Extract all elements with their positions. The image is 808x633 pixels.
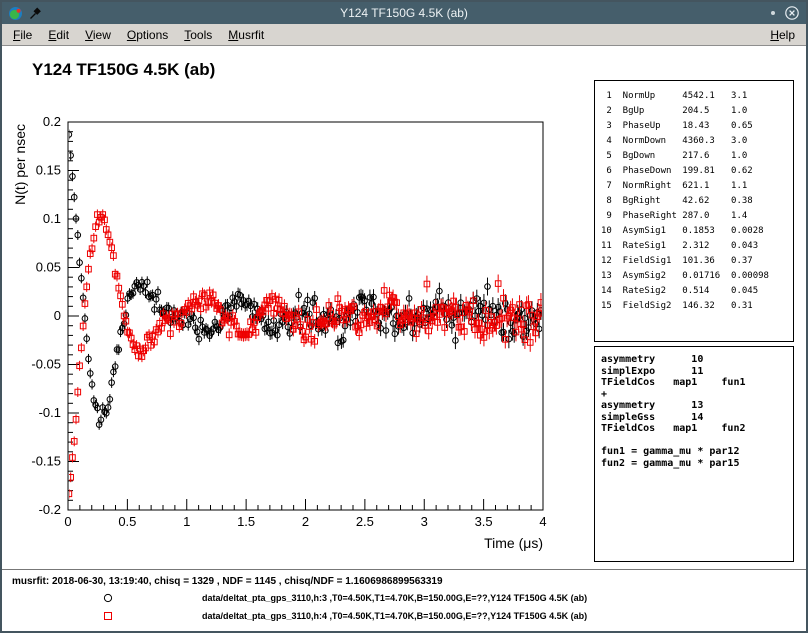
parameter-table: 1 NormUp 4542.1 3.1 2 BgUp 204.5 1.0 3 P…	[601, 91, 769, 311]
svg-text:2: 2	[302, 514, 309, 529]
axis-ticks	[67, 121, 544, 511]
plot-region: Y124 TF150G 4.5K (ab) 0 0.5 1 1.5 2 2.5 3 3.5 4 0…	[2, 46, 594, 569]
svg-text:0.2: 0.2	[43, 114, 61, 129]
titlebar-buttons	[769, 5, 800, 21]
side-panel: 1 NormUp 4542.1 3.1 2 BgUp 204.5 1.0 3 P…	[594, 46, 806, 569]
svg-text:-0.05: -0.05	[31, 357, 61, 372]
legend-row-2: data/deltat_pta_gps_3110,h:4 ,T0=4.50K,T…	[2, 607, 806, 625]
titlebar[interactable]: Y124 TF150G 4.5K (ab)	[2, 2, 806, 24]
dot-icon[interactable]	[769, 9, 777, 17]
y-axis-title: N(t) per nsec	[12, 124, 28, 205]
menu-item-musrfit[interactable]: Musrfit	[228, 27, 265, 42]
svg-text:3.5: 3.5	[475, 514, 493, 529]
menu-item-view[interactable]: View	[85, 27, 111, 42]
footer: musrfit: 2018-06-30, 13:19:40, chisq = 1…	[2, 569, 806, 631]
main-content: Y124 TF150G 4.5K (ab) 0 0.5 1 1.5 2 2.5 3 3.5 4 0…	[2, 46, 806, 569]
data-series-2-open-square	[69, 209, 542, 499]
open-circle-icon	[103, 593, 113, 603]
plot-title: Y124 TF150G 4.5K (ab)	[32, 60, 216, 79]
theory-box: asymmetry 10 simplExpo 11 TFieldCos map1…	[594, 346, 794, 562]
svg-text:1: 1	[183, 514, 190, 529]
legend-row-1: data/deltat_pta_gps_3110,h:3 ,T0=4.50K,T…	[2, 589, 806, 607]
svg-text:4: 4	[539, 514, 546, 529]
menu-item-help[interactable]: Help	[770, 27, 795, 42]
svg-text:0: 0	[54, 308, 61, 323]
open-square-icon	[104, 612, 112, 620]
svg-text:0.1: 0.1	[43, 211, 61, 226]
svg-text:1.5: 1.5	[237, 514, 255, 529]
svg-text:0.15: 0.15	[36, 163, 61, 178]
status-line: musrfit: 2018-06-30, 13:19:40, chisq = 1…	[12, 576, 443, 587]
run-legend: data/deltat_pta_gps_3110,h:3 ,T0=4.50K,T…	[2, 589, 806, 625]
theory-block: asymmetry 10 simplExpo 11 TFieldCos map1…	[601, 354, 746, 469]
x-axis-title: Time (μs)	[484, 535, 543, 551]
parameter-box: 1 NormUp 4542.1 3.1 2 BgUp 204.5 1.0 3 P…	[594, 80, 794, 342]
legend-run-text: data/deltat_pta_gps_3110,h:4 ,T0=4.50K,T…	[202, 611, 588, 621]
svg-text:2.5: 2.5	[356, 514, 374, 529]
legend-run-text: data/deltat_pta_gps_3110,h:3 ,T0=4.50K,T…	[202, 593, 588, 603]
data-series-1-open-circle	[69, 129, 542, 430]
close-icon[interactable]	[784, 5, 800, 21]
window-title: Y124 TF150G 4.5K (ab)	[340, 6, 468, 20]
axis-tick-labels: 0 0.5 1 1.5 2 2.5 3 3.5 4 0.2 0.15 0.1 0.05 0 -0.05 -0.…	[31, 114, 546, 529]
svg-text:-0.15: -0.15	[31, 454, 61, 469]
svg-text:0.05: 0.05	[36, 260, 61, 275]
svg-text:0.5: 0.5	[118, 514, 136, 529]
menu-item-file[interactable]: File	[13, 27, 33, 42]
menu-item-edit[interactable]: Edit	[48, 27, 70, 42]
svg-text:3: 3	[421, 514, 428, 529]
musrfit-app-icon	[8, 6, 23, 21]
menubar: File Edit View Options Tools Musrfit Help	[2, 24, 806, 46]
plot-canvas[interactable]: 0 0.5 1 1.5 2 2.5 3 3.5 4 0.2 0.15 0.1 0.05 0 -0.05 -0.…	[8, 84, 573, 554]
svg-text:-0.2: -0.2	[39, 502, 61, 517]
svg-text:-0.1: -0.1	[39, 405, 61, 420]
svg-text:0: 0	[64, 514, 71, 529]
menu-item-tools[interactable]: Tools	[184, 27, 213, 42]
menu-item-options[interactable]: Options	[126, 27, 169, 42]
pin-icon[interactable]	[29, 7, 42, 20]
